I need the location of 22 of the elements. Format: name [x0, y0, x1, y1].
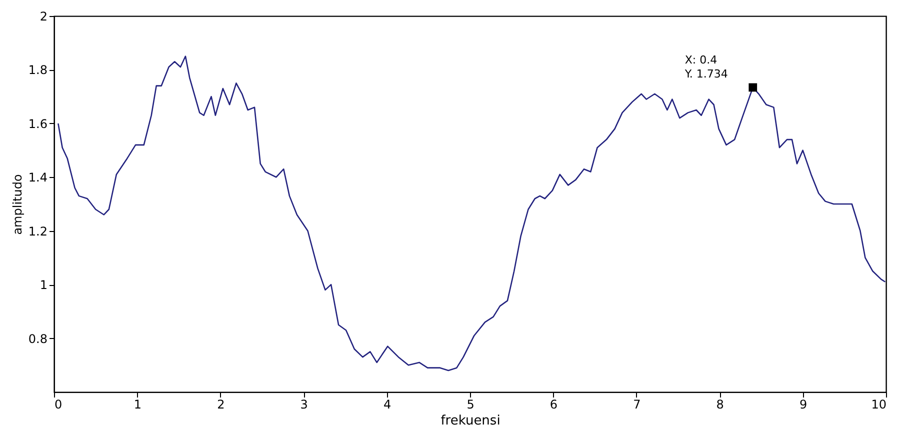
annotation: X: 0.4 Y. 1.734	[684, 53, 728, 80]
x-tick-label: 9	[799, 398, 808, 412]
x-tick-label: 2	[217, 398, 225, 412]
y-tick-label: 1	[40, 278, 48, 292]
x-tick-label: 0	[54, 398, 62, 412]
y-tick-label: 2	[40, 10, 48, 24]
x-tick-label: 3	[300, 398, 308, 412]
y-axis-title: amplitudo	[10, 174, 24, 235]
x-tick-label: 8	[716, 398, 724, 412]
x-tick-label: 4	[383, 398, 392, 412]
y-tick-label: 1.8	[28, 63, 48, 78]
x-tick-label: 6	[550, 398, 558, 412]
x-tick-label: 5	[466, 398, 474, 412]
x-tick-label: 7	[633, 398, 641, 412]
line-series	[58, 56, 886, 372]
x-tick-label: 10	[871, 398, 886, 412]
y-tick-label: 0.8	[28, 332, 48, 346]
y-tick-label: 1.2	[28, 224, 48, 238]
x-tick-label: 1	[134, 398, 142, 412]
y-tick-label: 1.4	[28, 170, 48, 185]
y-tick-label: 1.6	[28, 116, 48, 131]
x-axis-title: frekuensi	[440, 414, 500, 428]
